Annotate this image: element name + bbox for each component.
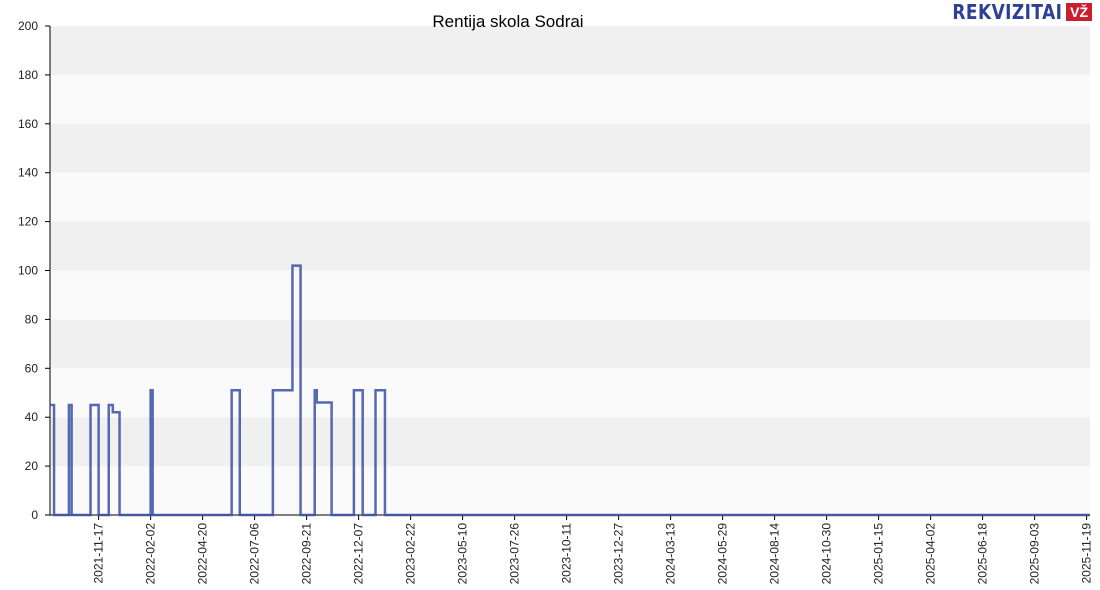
y-tick-label: 140	[18, 166, 38, 180]
grid-band	[50, 26, 1090, 75]
logo-text: REKVIZITAI	[952, 0, 1063, 24]
x-tick-label: 2024-10-30	[820, 523, 834, 585]
chart-title: Rentija skola Sodrai	[432, 12, 584, 31]
grid-band	[50, 319, 1090, 369]
y-tick-label: 40	[25, 410, 39, 424]
x-tick-label: 2024-08-14	[768, 523, 782, 585]
x-tick-label: 2022-07-06	[248, 523, 262, 585]
grid-band	[50, 466, 1090, 515]
data-line	[50, 264, 1090, 517]
x-tick-label: 2025-11-19	[1080, 523, 1094, 584]
y-tick-label: 60	[25, 361, 39, 375]
x-tick-label: 2022-12-07	[352, 523, 366, 585]
rekvizitai-logo[interactable]: REKVIZITAI VŽ	[933, 0, 1092, 24]
y-tick-label: 20	[25, 459, 39, 473]
y-tick-label: 180	[18, 68, 38, 82]
y-tick-label: 120	[18, 215, 38, 229]
x-tick-label: 2025-06-18	[976, 523, 990, 585]
x-tick-label: 2022-02-02	[144, 523, 158, 585]
grid-band	[50, 270, 1090, 320]
x-tick-label: 2025-04-02	[924, 523, 938, 585]
logo-badge: VŽ	[1066, 3, 1092, 21]
x-tick-label: 2023-02-22	[404, 523, 418, 585]
grid-band	[50, 123, 1090, 173]
x-tick-label: 2024-03-13	[664, 523, 678, 585]
y-tick-label: 100	[18, 264, 38, 278]
grid-band	[50, 74, 1090, 124]
y-tick-label: 0	[31, 508, 38, 522]
x-tick-label: 2024-05-29	[716, 523, 730, 585]
x-tick-label: 2023-10-11	[560, 523, 574, 584]
x-tick-label: 2022-09-21	[300, 523, 314, 585]
grid-band	[50, 221, 1090, 271]
x-tick-label: 2023-05-10	[456, 523, 470, 585]
grid-band	[50, 417, 1090, 467]
grid-band	[50, 368, 1090, 418]
x-tick-label: 2021-11-17	[92, 523, 106, 584]
x-tick-label: 2023-12-27	[612, 523, 626, 585]
x-tick-label: 2025-01-15	[872, 523, 886, 585]
grid-band	[50, 172, 1090, 222]
x-tick-label: 2025-09-03	[1028, 523, 1042, 585]
y-tick-label: 200	[18, 19, 38, 33]
y-tick-label: 80	[25, 312, 39, 326]
y-tick-label: 160	[18, 117, 38, 131]
x-tick-label: 2023-07-26	[508, 523, 522, 585]
x-tick-label: 2022-04-20	[196, 523, 210, 585]
